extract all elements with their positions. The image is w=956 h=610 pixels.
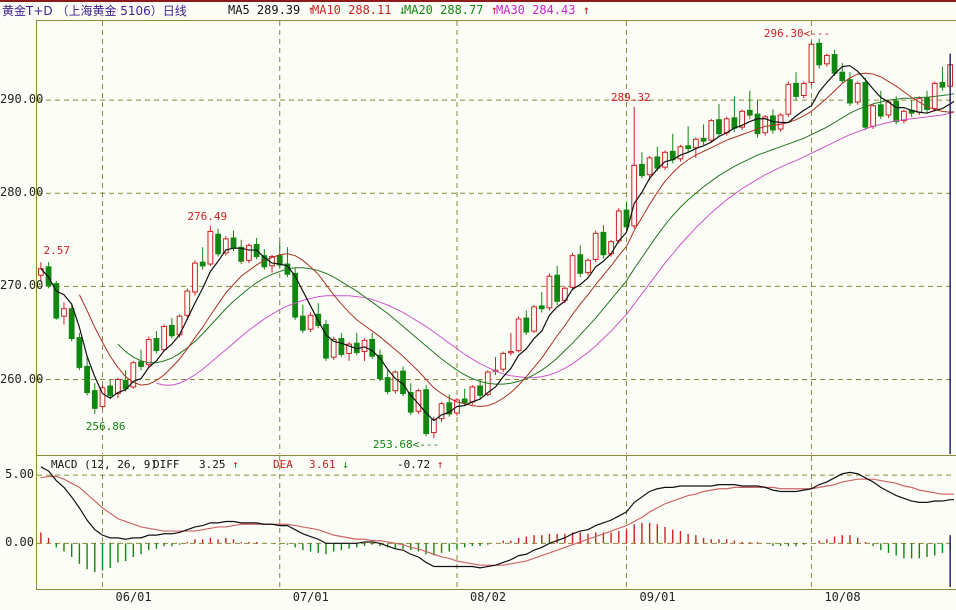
ma10-label: MA10 288.11 <box>312 3 392 17</box>
annotation-272-57: 2.57 <box>43 244 71 258</box>
ma5-label: MA5 289.39 <box>228 3 301 17</box>
ma30-legend: MA30 284.43 ↑ <box>496 3 590 17</box>
macd-dea-arrow: ↓ <box>342 458 349 471</box>
annotation-253-68: 253.68<--- <box>372 438 440 452</box>
ma30-arrow: ↑ <box>582 3 590 17</box>
price-ytick-290: 290.00 <box>0 92 44 107</box>
ma5-arrow: ↑ <box>307 3 315 17</box>
ma10-arrow: ↓ <box>398 3 406 17</box>
xtick-1008: 10/08 <box>824 590 861 604</box>
annotation-256-86: 256.86 <box>85 419 126 433</box>
macd-diff-label: DIFF <box>153 458 180 471</box>
macd-diff-value: 3.25 ↑ <box>199 458 239 471</box>
macd-svg <box>37 456 954 587</box>
annotation-289-32: 289.32 <box>610 90 651 104</box>
ma30-label: MA30 284.43 <box>496 3 576 17</box>
macd-indicator-name: MACD (12, 26, 9) <box>51 458 157 471</box>
macd-diff-number: 3.25 <box>199 458 226 471</box>
x-axis: 06/01 07/01 08/02 09/01 10/08 11/0 <box>36 588 955 610</box>
price-ytick-280: 280.00 <box>0 185 44 200</box>
chart-header: 黄金T+D （上海黄金 5106）日线 MA5 289.39 ↑ MA10 28… <box>0 2 956 20</box>
ma5-legend: MA5 289.39 ↑ <box>228 3 315 17</box>
price-chart-pane[interactable] <box>36 20 956 457</box>
macd-dea-number: 3.61 <box>309 458 336 471</box>
symbol-title: 黄金T+D （上海黄金 5106）日线 <box>2 4 187 18</box>
xtick-0901: 09/01 <box>639 590 676 604</box>
macd-arrow: ↑ <box>436 458 444 471</box>
price-candlestick-svg <box>37 21 954 454</box>
macd-ytick-0: 0.00 <box>5 535 34 550</box>
ma20-legend: MA20 288.77 ↑ <box>404 3 498 17</box>
xtick-0701: 07/01 <box>292 590 329 604</box>
price-ytick-260: 260.00 <box>0 371 44 386</box>
xtick-0802: 08/02 <box>469 590 507 604</box>
macd-number: -0.72 <box>397 458 431 471</box>
price-ytick-270: 270.00 <box>0 278 44 293</box>
macd-dea-value: 3.61 ↓ <box>309 458 349 471</box>
title-bar-accent <box>0 0 956 2</box>
ma20-label: MA20 288.77 <box>404 3 484 17</box>
macd-ytick-5: 5.00 <box>5 467 34 482</box>
macd-dea-label: DEA <box>273 458 293 471</box>
ma20-arrow: ↑ <box>490 3 498 17</box>
macd-value: -0.72 ↑ <box>397 458 443 471</box>
annotation-276-49: 276.49 <box>187 209 228 223</box>
xtick-0601: 06/01 <box>115 590 152 604</box>
macd-diff-arrow: ↑ <box>232 458 239 471</box>
ma10-legend: MA10 288.11 ↓ <box>312 3 406 17</box>
annotation-296-30: 296.30<--- <box>763 26 831 40</box>
macd-chart-pane[interactable]: MACD (12, 26, 9) DIFF 3.25 ↑ DEA 3.61 ↓ … <box>36 455 956 590</box>
